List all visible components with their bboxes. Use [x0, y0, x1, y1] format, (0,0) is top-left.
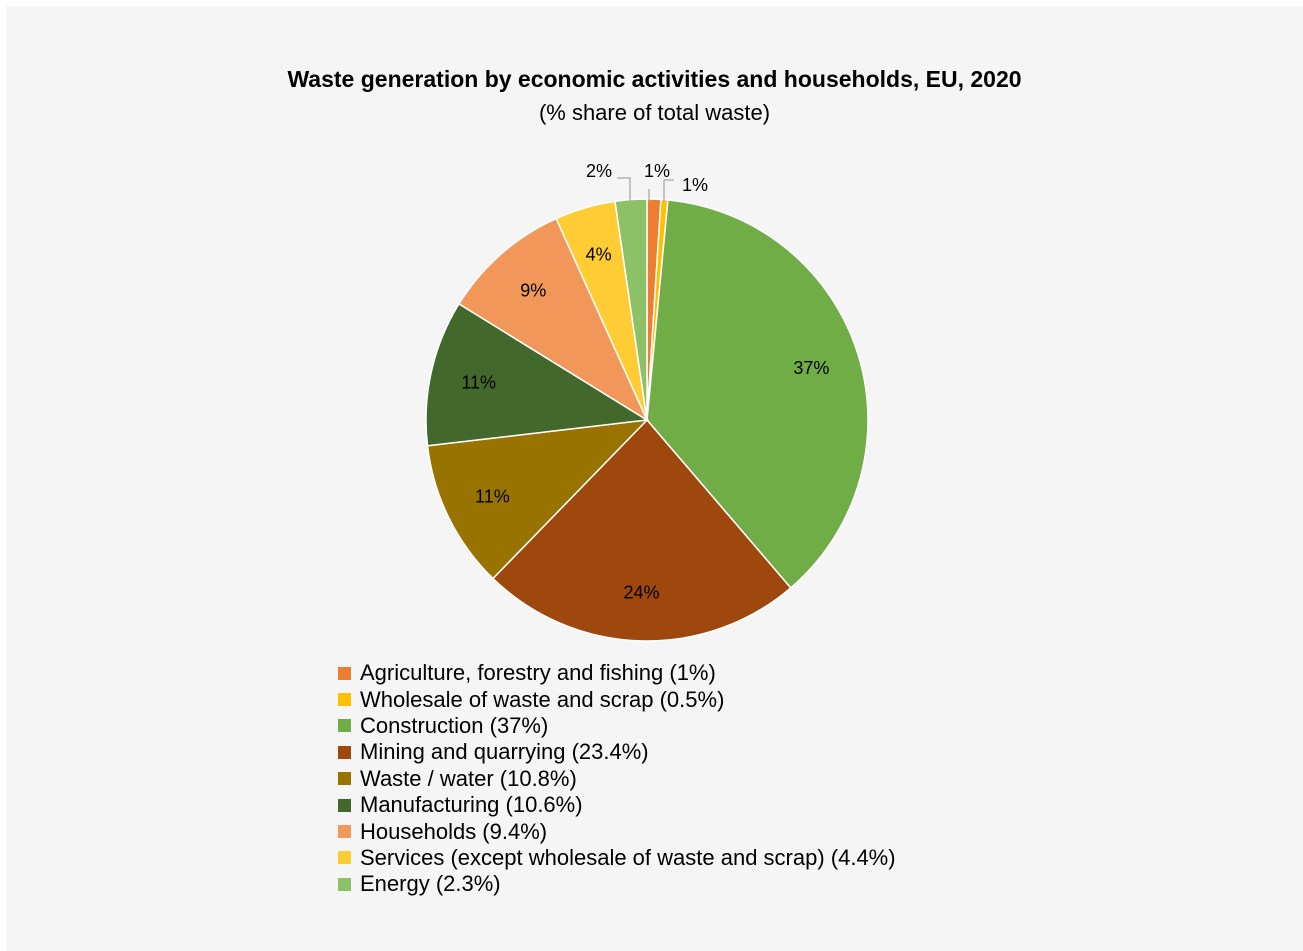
legend-label: Mining and quarrying (23.4%) — [360, 739, 649, 765]
legend-item: Waste / water (10.8%) — [338, 766, 896, 792]
legend-label: Households (9.4%) — [360, 818, 548, 844]
data-label: 37% — [793, 358, 829, 378]
legend-swatch — [338, 851, 351, 865]
legend-swatch — [338, 825, 351, 839]
pie-slice — [646, 199, 869, 589]
legend-item: Mining and quarrying (23.4%) — [338, 739, 896, 765]
legend-item: Services (except wholesale of waste and … — [338, 845, 896, 871]
data-label: 1% — [682, 175, 708, 195]
legend-label: Energy (2.3%) — [360, 871, 501, 897]
pie-slice — [614, 198, 648, 421]
legend-label: Agriculture, forestry and fishing (1%) — [360, 660, 716, 686]
data-label: 11% — [475, 486, 510, 506]
legend-swatch — [338, 745, 351, 759]
chart-area: Waste generation by economic activities … — [6, 6, 1303, 951]
legend-label: Manufacturing (10.6%) — [360, 792, 583, 818]
legend-swatch — [338, 693, 351, 707]
legend-swatch — [338, 772, 351, 786]
data-label: 24% — [624, 582, 660, 602]
pie-chart: 1% 1% 37% 24% 11% 11% 9% 4% 2% — [425, 161, 869, 642]
legend-label: Wholesale of waste and scrap (0.5%) — [360, 686, 725, 712]
legend-item: Construction (37%) — [338, 713, 896, 739]
data-label: 4% — [586, 245, 612, 265]
leader-line — [617, 177, 631, 202]
pie-slice — [491, 418, 792, 642]
pie-slice — [425, 302, 650, 447]
data-label: 2% — [586, 161, 612, 181]
legend-swatch — [338, 719, 351, 733]
chart-subtitle: (% share of total waste) — [538, 100, 771, 125]
data-label: 9% — [520, 280, 546, 300]
legend-label: Services (except wholesale of waste and … — [360, 844, 896, 870]
legend-swatch — [338, 877, 351, 891]
pie-slice — [457, 217, 649, 422]
chart-legend: Agriculture, forestry and fishing (1%) Wh… — [338, 660, 896, 898]
legend-label: Construction (37%) — [360, 712, 549, 738]
legend-item: Energy (2.3%) — [338, 871, 896, 897]
pie-slice — [426, 419, 650, 580]
legend-swatch — [338, 666, 351, 680]
data-label: 11% — [461, 373, 496, 393]
legend-item: Wholesale of waste and scrap (0.5%) — [338, 686, 896, 712]
legend-swatch — [338, 798, 351, 812]
legend-item: Households (9.4%) — [338, 818, 896, 844]
leader-line — [663, 179, 674, 202]
chart-title: Waste generation by economic activities … — [287, 66, 1022, 92]
legend-item: Manufacturing (10.6%) — [338, 792, 896, 818]
data-label: 1% — [644, 161, 670, 181]
legend-label: Waste / water (10.8%) — [360, 765, 577, 791]
legend-item: Agriculture, forestry and fishing (1%) — [338, 660, 896, 686]
